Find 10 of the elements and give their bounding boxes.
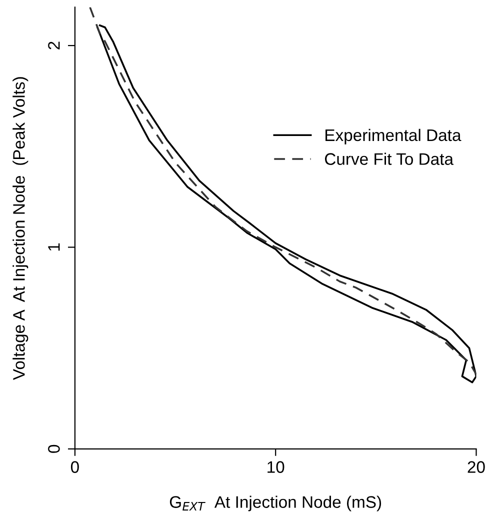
x-axis-title: G$_{EXT}$ At Injection Node (mS): [170, 496, 382, 512]
x-tick-label: 10: [268, 461, 284, 473]
y-tick-label: 2: [48, 42, 60, 50]
y-tick-label: 1: [48, 243, 60, 251]
x-tick-label: 20: [468, 461, 485, 473]
x-tick-label: 0: [70, 461, 79, 473]
y-tick-label: 0: [48, 444, 60, 453]
legend-label: Curve Fit To Data: [324, 152, 454, 165]
legend-label: Experimental Data: [326, 128, 462, 144]
y-axis-title: Voltage A At Injection Node (Peak Volts): [12, 77, 28, 380]
